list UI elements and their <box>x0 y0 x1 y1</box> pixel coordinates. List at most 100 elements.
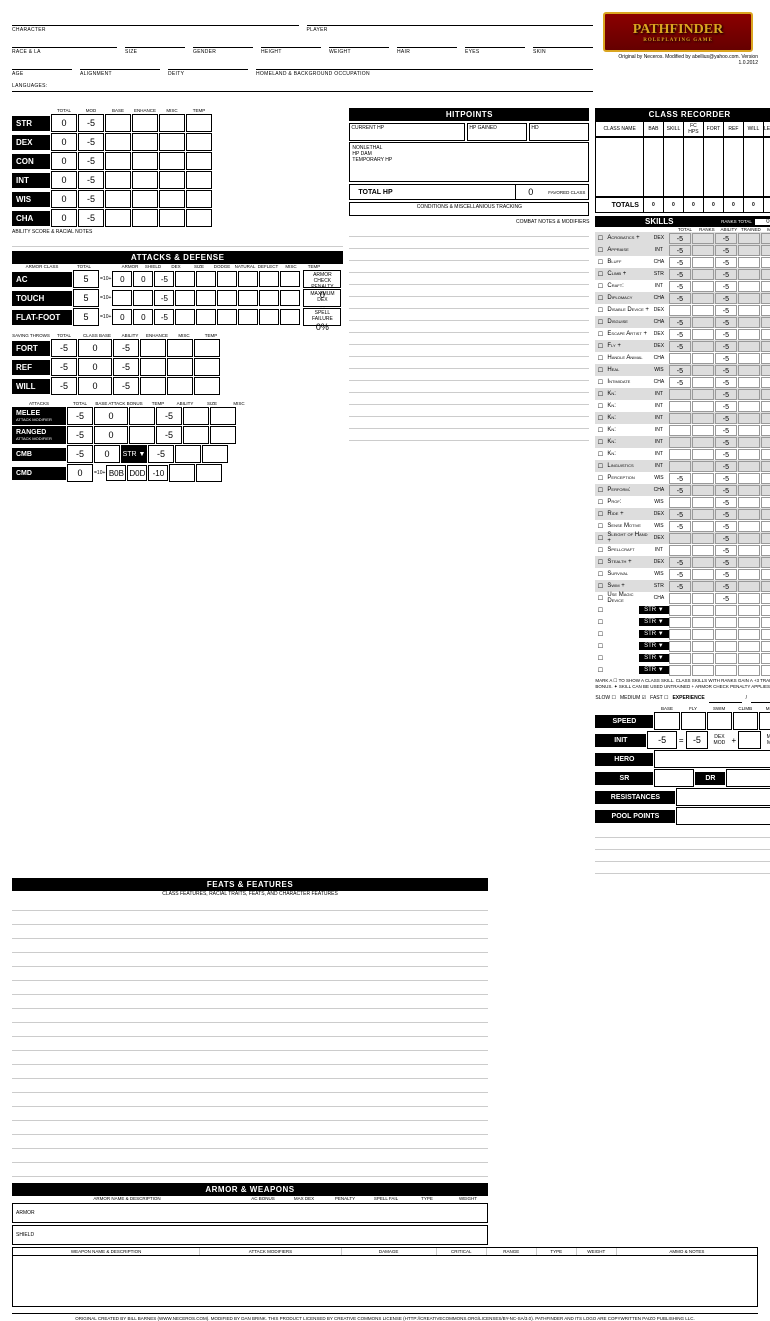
hp-gained-box[interactable]: HP GAINED <box>467 123 527 141</box>
race-field[interactable]: RACE & LA <box>12 34 117 48</box>
feat-line[interactable] <box>12 1093 488 1107</box>
skill-row: ☐ Kn: int -5 <box>595 388 770 400</box>
feat-line[interactable] <box>12 1135 488 1149</box>
init-dex: -5 <box>686 731 709 749</box>
armor-check-box[interactable]: ARMOR CHECK PENALTY0 <box>303 270 341 288</box>
skill-custom-row[interactable]: ☐ STR ▼ <box>595 652 770 664</box>
conditions-box[interactable]: CONDITIONS & MISCELLANIOUS TRACKING <box>349 202 589 216</box>
attack-row-cmb: CMB -50STR ▼-5 <box>12 445 343 463</box>
sr-box[interactable] <box>654 769 694 787</box>
spell-fail-box[interactable]: SPELL FAILURE0% <box>303 308 341 326</box>
skill-row: ☐ Disguise cha -5-5 <box>595 316 770 328</box>
combat-note-line[interactable] <box>349 297 589 309</box>
character-field[interactable]: CHARACTER <box>12 12 299 26</box>
deity-field[interactable]: DEITY <box>168 56 248 70</box>
skill-row: ☐ Escape Artist + dex -5-5 <box>595 328 770 340</box>
pool-line[interactable] <box>595 838 770 850</box>
hp-nonlethal-box[interactable]: NONLETHALHP DAMTEMPORARY HP <box>349 142 589 182</box>
gender-field[interactable]: GENDER <box>193 34 253 48</box>
feat-line[interactable] <box>12 1037 488 1051</box>
max-dex-box[interactable]: MAXIMUM DEX-- <box>303 289 341 307</box>
ac-row-touch: TOUCH 5=10+ -5 <box>12 289 300 307</box>
pool-line[interactable] <box>595 862 770 874</box>
homeland-field[interactable]: HOMELAND & BACKGROUND OCCUPATION <box>256 56 593 70</box>
feat-line[interactable] <box>12 967 488 981</box>
combat-note-line[interactable] <box>349 261 589 273</box>
combat-note-line[interactable] <box>349 333 589 345</box>
pool-line[interactable] <box>595 826 770 838</box>
feat-line[interactable] <box>12 995 488 1009</box>
save-row-ref: REF -50-5 <box>12 358 343 376</box>
weapon-grid[interactable]: WEAPON NAME & DESCRIPTION ATTACK MODIFIE… <box>12 1247 758 1307</box>
combat-note-line[interactable] <box>349 393 589 405</box>
combat-note-line[interactable] <box>349 369 589 381</box>
combat-note-line[interactable] <box>349 273 589 285</box>
combat-note-line[interactable] <box>349 309 589 321</box>
weight-field[interactable]: WEIGHT <box>329 34 389 48</box>
combat-note-line[interactable] <box>349 321 589 333</box>
combat-note-line[interactable] <box>349 417 589 429</box>
feat-line[interactable] <box>12 1051 488 1065</box>
combat-note-line[interactable] <box>349 357 589 369</box>
height-field[interactable]: HEIGHT <box>261 34 321 48</box>
armor-row[interactable]: ARMOR <box>12 1203 488 1223</box>
class-recorder-header: CLASS RECORDER <box>595 108 770 121</box>
skill-row: ☐ Use Magic Device cha -5 <box>595 592 770 604</box>
combat-note-line[interactable] <box>349 249 589 261</box>
skill-row: ☐ Climb + str -5-5 <box>595 268 770 280</box>
class-recorder-cols: CLASS NAME BAB SKILL FC HPS FORT REF WIL… <box>595 121 770 137</box>
skills-note: MARK A ☐ TO SHOW A CLASS SKILL. CLASS SK… <box>595 678 770 690</box>
feat-line[interactable] <box>12 1065 488 1079</box>
pool-line[interactable] <box>595 850 770 862</box>
shield-row[interactable]: SHIELD <box>12 1225 488 1245</box>
size-field[interactable]: SIZE <box>125 34 185 48</box>
total-hp-val: 0 <box>515 185 545 199</box>
feat-line[interactable] <box>12 981 488 995</box>
resistances-box[interactable] <box>676 788 770 806</box>
feat-line[interactable] <box>12 911 488 925</box>
ability-row-wis: WIS 0-5 <box>12 190 343 208</box>
skill-custom-row[interactable]: ☐ STR ▼ <box>595 604 770 616</box>
skill-custom-row[interactable]: ☐ STR ▼ <box>595 628 770 640</box>
feat-line[interactable] <box>12 1023 488 1037</box>
combat-note-line[interactable] <box>349 405 589 417</box>
current-hp-box[interactable]: CURRENT HP <box>349 123 465 141</box>
dr-box[interactable] <box>726 769 770 787</box>
speed-base[interactable] <box>654 712 679 730</box>
feat-line[interactable] <box>12 1149 488 1163</box>
pool-box[interactable] <box>676 807 770 825</box>
hd-box[interactable]: HD <box>529 123 589 141</box>
ability-row-con: CON 0-5 <box>12 152 343 170</box>
feat-line[interactable] <box>12 1121 488 1135</box>
feat-line[interactable] <box>12 897 488 911</box>
skill-row: ☐ Stealth + dex -5-5 <box>595 556 770 568</box>
feat-line[interactable] <box>12 925 488 939</box>
hair-field[interactable]: HAIR <box>397 34 457 48</box>
player-field[interactable]: PLAYER <box>307 12 594 26</box>
eyes-field[interactable]: EYES <box>465 34 525 48</box>
feat-line[interactable] <box>12 1163 488 1177</box>
combat-note-line[interactable] <box>349 381 589 393</box>
feat-line[interactable] <box>12 953 488 967</box>
combat-note-line[interactable] <box>349 345 589 357</box>
class-recorder-totals: TOTALS 0 0 0 0 0 0 0 <box>595 197 770 213</box>
feat-line[interactable] <box>12 1079 488 1093</box>
skin-field[interactable]: SKIN <box>533 34 593 48</box>
skill-custom-row[interactable]: ☐ STR ▼ <box>595 616 770 628</box>
languages-field[interactable]: LANGUAGES: <box>12 78 593 92</box>
age-field[interactable]: AGE <box>12 56 72 70</box>
feat-line[interactable] <box>12 1009 488 1023</box>
init-misc[interactable] <box>738 731 761 749</box>
combat-note-line[interactable] <box>349 285 589 297</box>
combat-note-line[interactable] <box>349 237 589 249</box>
feat-line[interactable] <box>12 1107 488 1121</box>
class-recorder-body[interactable] <box>595 137 770 197</box>
skill-custom-row[interactable]: ☐ STR ▼ <box>595 640 770 652</box>
skill-custom-row[interactable]: ☐ STR ▼ <box>595 664 770 676</box>
combat-note-line[interactable] <box>349 225 589 237</box>
feat-line[interactable] <box>12 939 488 953</box>
combat-note-line[interactable] <box>349 429 589 441</box>
attack-row-cmd: CMD 0=10+B0BD0D-10 <box>12 464 343 482</box>
alignment-field[interactable]: ALIGNMENT <box>80 56 160 70</box>
hero-box[interactable] <box>654 750 770 768</box>
